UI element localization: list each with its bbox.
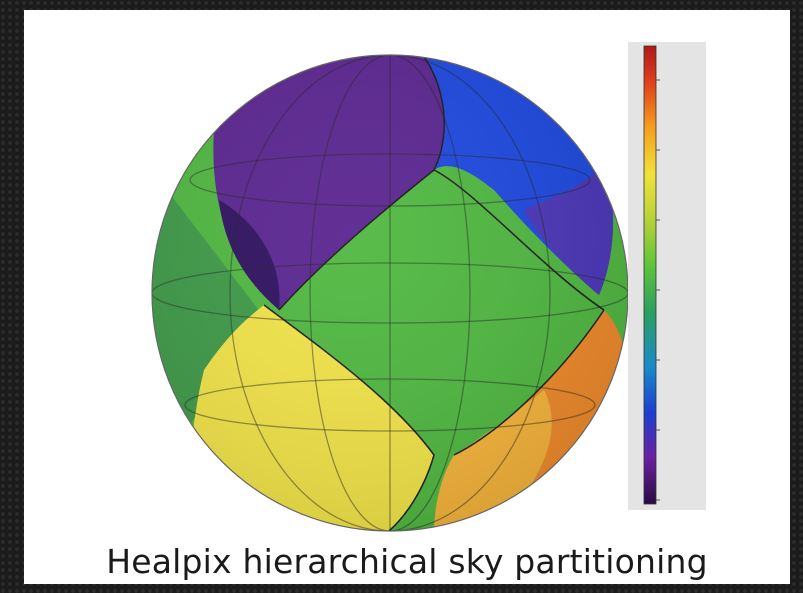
slide-card: Healpix hierarchical sky partitioning — [24, 10, 790, 584]
colorbar-ticks — [656, 79, 660, 501]
healpix-sphere-figure — [151, 42, 706, 532]
colorbar-background — [628, 42, 706, 510]
colorbar — [628, 42, 706, 510]
figure-caption: Healpix hierarchical sky partitioning — [106, 542, 708, 581]
sphere-faces — [152, 55, 628, 531]
colorbar-gradient — [643, 45, 657, 505]
